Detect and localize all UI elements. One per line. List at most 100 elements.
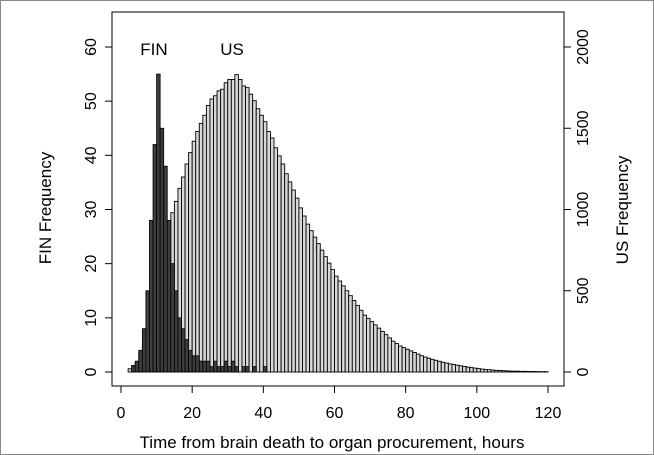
us-bar [394, 343, 399, 373]
fin-bar [252, 366, 257, 373]
fin-bar [177, 317, 182, 373]
us-bar [522, 370, 528, 373]
us-bar [465, 366, 471, 373]
fin-bar [209, 366, 214, 373]
us-bar [230, 79, 236, 373]
y-left-tick-label: 0 [83, 367, 100, 376]
us-bar [234, 74, 239, 373]
us-bar [508, 370, 513, 373]
x-tick-label: 0 [117, 405, 126, 422]
us-bar [220, 88, 225, 373]
y-left-tick-label: 10 [83, 309, 100, 327]
us-bar [501, 370, 506, 373]
fin-bar [138, 349, 143, 373]
us-bar [262, 121, 268, 373]
us-bar [390, 340, 396, 373]
x-axis: 0 20 40 60 80 100 120 [117, 385, 561, 422]
us-bar [447, 363, 453, 373]
us-bar [351, 300, 357, 373]
us-bar [255, 108, 261, 373]
fin-bar [163, 165, 168, 373]
us-bar [223, 82, 229, 373]
fin-bar [220, 366, 225, 373]
us-bar [291, 189, 296, 373]
us-bar [504, 370, 510, 373]
y-axis-right: 0 500 1000 1500 2000 [563, 29, 592, 376]
us-bar [284, 173, 289, 373]
us-bar [202, 114, 207, 373]
y-right-tick-label: 2000 [575, 29, 592, 65]
fin-bar [145, 290, 150, 373]
us-bar [408, 350, 414, 373]
us-bar [387, 337, 392, 373]
fin-bar [227, 366, 232, 373]
us-bar [227, 79, 232, 373]
us-bar [487, 369, 492, 373]
y-right-tick-label: 1500 [575, 110, 592, 146]
us-bar [188, 152, 193, 373]
y-left-tick-label: 40 [83, 146, 100, 164]
us-bar [455, 364, 460, 373]
us-bar [237, 79, 243, 373]
fin-bar [166, 219, 172, 373]
us-bars [127, 74, 549, 373]
us-bar [316, 243, 321, 373]
us-bar [511, 370, 517, 373]
fin-bar [241, 366, 246, 373]
us-bar [423, 356, 428, 373]
us-bar [330, 269, 335, 373]
y-axis-right-title: US Frequency [613, 155, 632, 264]
x-tick-label: 100 [463, 405, 490, 422]
us-bar [483, 368, 488, 373]
us-bar [245, 87, 250, 373]
us-bar [383, 334, 389, 373]
fin-bar [156, 73, 161, 373]
fin-bar [262, 366, 268, 373]
us-bar [305, 223, 311, 373]
us-bar [259, 114, 264, 373]
fin-bar [134, 360, 140, 373]
us-bar [515, 370, 520, 373]
us-bar [376, 327, 382, 373]
fin-bar [152, 144, 157, 373]
us-bar [355, 304, 360, 373]
us-bar [398, 345, 403, 373]
us-bar [326, 262, 332, 373]
us-bar [248, 93, 254, 373]
fin-series-label: FIN [140, 40, 167, 59]
us-bar [380, 330, 385, 373]
us-bar [479, 368, 485, 373]
us-bar [294, 197, 300, 373]
us-bar [405, 348, 410, 373]
us-bar [348, 295, 353, 373]
fin-bar [191, 355, 197, 373]
us-bar [401, 347, 407, 373]
us-bar [280, 163, 286, 373]
fin-bar [202, 360, 207, 373]
us-bar [270, 137, 275, 373]
us-bar [430, 358, 435, 373]
x-tick-label: 40 [254, 405, 272, 422]
us-bar [195, 131, 200, 373]
us-bar [341, 285, 346, 373]
us-bar [373, 324, 378, 373]
us-bar [419, 355, 424, 373]
us-bar [277, 155, 282, 373]
us-bar [298, 207, 303, 373]
us-bar [362, 314, 367, 373]
fin-bar [131, 366, 136, 373]
x-tick-label: 80 [397, 405, 415, 422]
us-bar [469, 367, 474, 373]
y-left-tick-label: 50 [83, 92, 100, 110]
fin-bar [234, 366, 239, 373]
fin-bar [181, 328, 186, 373]
us-bar [127, 368, 133, 373]
us-bar [426, 357, 432, 373]
fin-bars [131, 73, 268, 373]
us-bar [458, 365, 464, 373]
us-bar [273, 147, 279, 373]
fin-bar [188, 349, 193, 373]
fin-bar [245, 366, 250, 373]
x-tick-label: 60 [326, 405, 344, 422]
